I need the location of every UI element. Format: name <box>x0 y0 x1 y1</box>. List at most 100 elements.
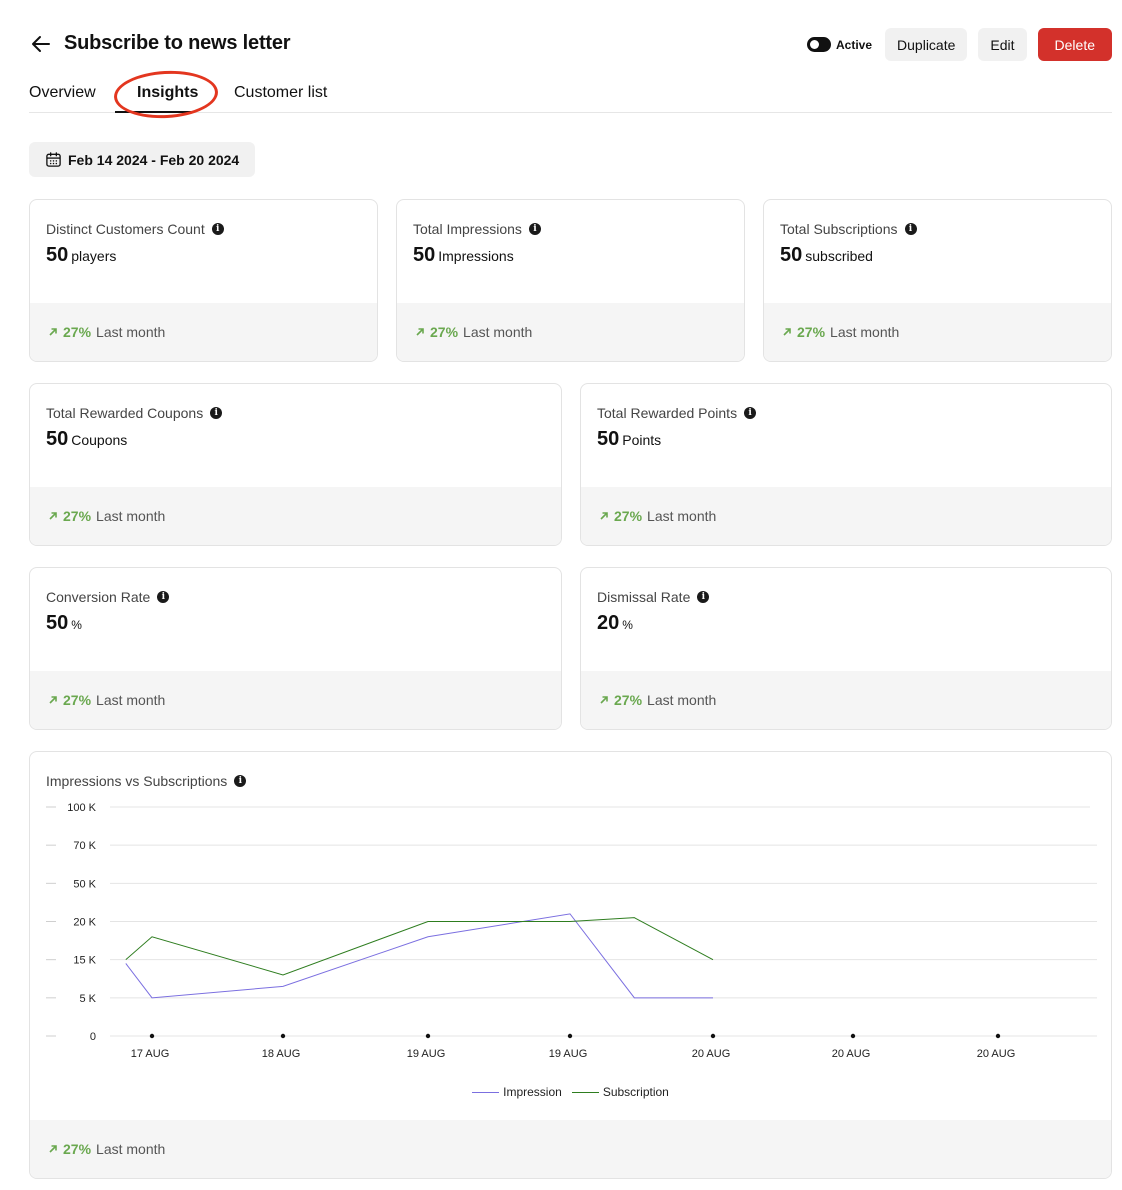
trend-up-arrow-icon <box>49 1145 57 1153</box>
card-footer: 27% Last month <box>581 487 1111 545</box>
card-title: Dismissal Rate i <box>597 589 710 605</box>
trend-percentage: 27% <box>63 1141 92 1157</box>
legend-label: Subscription <box>602 1085 669 1099</box>
x-tick-dot <box>567 1033 573 1039</box>
y-tick-label: 5 K <box>79 993 96 1005</box>
card-footer: 27% Last month <box>30 1120 1111 1178</box>
card-title: Conversion Rate i <box>46 589 170 605</box>
card-footer: 27% Last month <box>764 303 1111 361</box>
trend-label: Last month <box>96 1141 166 1157</box>
card-title: Total Impressions i <box>413 221 541 237</box>
card-title-text: Total Rewarded Coupons <box>46 405 204 421</box>
toggle-switch[interactable] <box>807 37 831 52</box>
y-tick-label: 20 K <box>73 917 96 929</box>
x-tick-label: 19 AUG <box>407 1048 446 1060</box>
trend-up-arrow-icon <box>49 696 57 704</box>
legend-label: Impression <box>503 1085 562 1099</box>
x-tick-label: 20 AUG <box>977 1048 1016 1060</box>
trend-label: Last month <box>830 324 900 340</box>
card-value: 50 Coupons <box>46 428 127 451</box>
x-tick-label: 17 AUG <box>131 1048 170 1060</box>
edit-button[interactable]: Edit <box>978 28 1027 61</box>
card-title-text: Conversion Rate <box>46 589 151 605</box>
metric-card-total-subscriptions: Total Subscriptions i 50 subscribed 27% La… <box>763 199 1112 362</box>
x-tick-label: 20 AUG <box>832 1048 871 1060</box>
info-icon[interactable]: i <box>528 223 541 235</box>
value-unit: Impressions <box>438 248 514 264</box>
trend-label: Last month <box>463 324 533 340</box>
card-title-text: Total Impressions <box>413 221 522 237</box>
info-icon[interactable]: i <box>904 223 917 235</box>
trend-up-arrow-icon <box>600 512 608 520</box>
value-unit: % <box>71 618 82 632</box>
metric-card-rewarded-coupons: Total Rewarded Coupons i 50 Coupons 27% La… <box>29 383 562 546</box>
calendar-icon <box>46 152 61 167</box>
value-number: 50 <box>46 428 69 450</box>
card-footer: 27% Last month <box>30 671 561 729</box>
card-value: 50 subscribed <box>780 244 873 267</box>
value-number: 20 <box>597 612 620 634</box>
card-value: 50 Points <box>597 428 661 451</box>
info-icon[interactable]: i <box>697 591 710 603</box>
trend-percentage: 27% <box>614 508 643 524</box>
delete-button[interactable]: Delete <box>1037 28 1112 61</box>
date-range-picker[interactable]: Feb 14 2024 - Feb 20 2024 <box>29 142 256 177</box>
trend-label: Last month <box>647 692 717 708</box>
legend-item-subscription[interactable]: Subscription <box>571 1085 669 1099</box>
header-actions: Active Duplicate Edit Delete <box>807 28 1112 61</box>
value-number: 50 <box>46 612 69 634</box>
tab-insights[interactable]: Insights <box>137 84 199 101</box>
active-toggle[interactable]: Active <box>807 37 872 52</box>
info-icon[interactable]: i <box>744 407 757 419</box>
page-title: Subscribe to news letter <box>64 32 291 54</box>
card-footer: 27% Last month <box>30 303 377 361</box>
value-number: 50 <box>597 428 620 450</box>
card-value: 50 Impressions <box>413 244 514 267</box>
card-title: Total Subscriptions i <box>780 221 917 237</box>
chart-legend: Impression Subscription <box>30 1085 1111 1099</box>
trend-up-arrow-icon <box>416 328 424 336</box>
card-footer: 27% Last month <box>581 671 1111 729</box>
info-icon[interactable]: i <box>234 775 247 787</box>
trend-percentage: 27% <box>430 324 459 340</box>
card-value: 50% <box>46 612 82 635</box>
chart-card-impressions-vs-subscriptions: Impressions vs Subscriptions i 0 5 K 15 K 20… <box>29 751 1112 1179</box>
metric-card-conversion-rate: Conversion Rate i 50% 27% Last month <box>29 567 562 730</box>
x-tick-label: 20 AUG <box>692 1048 731 1060</box>
card-value: 20% <box>597 612 633 635</box>
x-tick-dot <box>280 1033 286 1039</box>
trend-label: Last month <box>96 508 166 524</box>
info-icon[interactable]: i <box>210 407 223 419</box>
trend-percentage: 27% <box>614 692 643 708</box>
x-tick-label: 18 AUG <box>262 1048 301 1060</box>
duplicate-button[interactable]: Duplicate <box>885 28 968 61</box>
series-line-subscription <box>125 917 714 976</box>
active-tab-underline <box>115 111 191 113</box>
metric-card-dismissal-rate: Dismissal Rate i 20% 27% Last month <box>580 567 1112 730</box>
card-title: Total Rewarded Points i <box>597 405 757 421</box>
value-unit: players <box>71 248 117 264</box>
trend-label: Last month <box>96 324 166 340</box>
card-title: Total Rewarded Coupons i <box>46 405 223 421</box>
trend-label: Last month <box>96 692 166 708</box>
card-footer: 27% Last month <box>397 303 744 361</box>
trend-up-arrow-icon <box>49 512 57 520</box>
info-icon[interactable]: i <box>157 591 170 603</box>
info-icon[interactable]: i <box>211 223 224 235</box>
tab-customer-list[interactable]: Customer list <box>234 84 328 101</box>
legend-item-impression[interactable]: Impression <box>472 1085 562 1099</box>
tab-bar: Overview Insights Customer list <box>29 68 1112 121</box>
line-chart: 0 5 K 15 K 20 K 50 K 70 K 100 K 17 AUG 18 AUG 19 … <box>46 802 1097 1060</box>
trend-label: Last month <box>647 508 717 524</box>
tab-overview[interactable]: Overview <box>29 84 96 101</box>
metric-card-distinct-customers: Distinct Customers Count i 50 players 27% … <box>29 199 378 362</box>
legend-swatch-subscription <box>571 1091 599 1093</box>
back-arrow-icon[interactable] <box>29 32 53 56</box>
card-title-text: Distinct Customers Count <box>46 221 205 237</box>
x-tick-dot <box>425 1033 431 1039</box>
y-tick-label: 70 K <box>73 840 96 852</box>
value-unit: % <box>622 618 633 632</box>
date-range-label: Feb 14 2024 - Feb 20 2024 <box>68 151 240 168</box>
card-title: Distinct Customers Count i <box>46 221 224 237</box>
value-unit: Points <box>622 432 662 448</box>
